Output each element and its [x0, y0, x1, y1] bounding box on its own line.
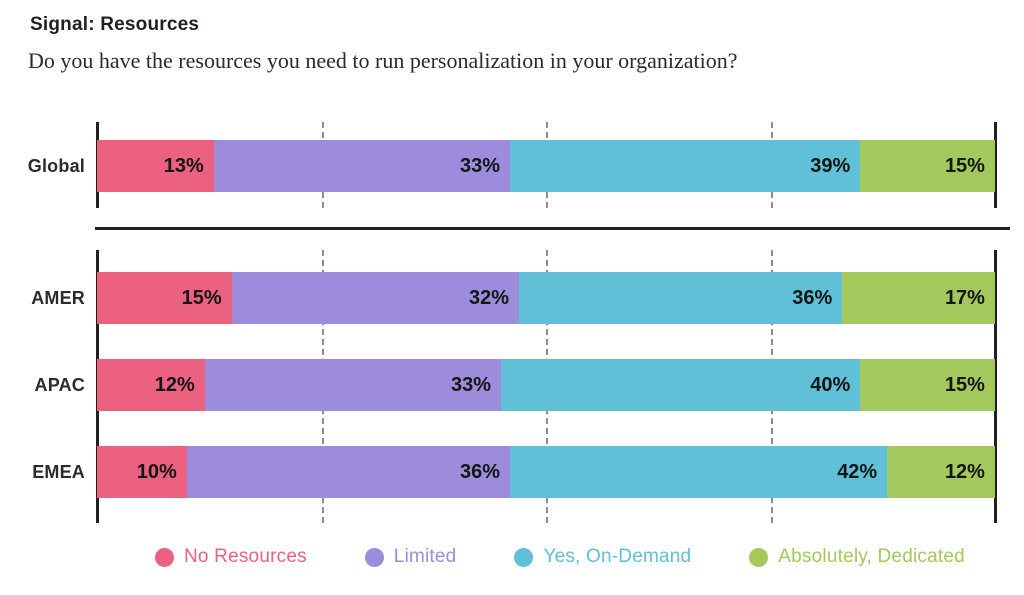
legend-label-absolutely-dedicated: Absolutely, Dedicated	[778, 546, 965, 567]
bar-track-emea: 10% 36% 42% 12%	[97, 446, 995, 498]
segment-value-label: 33%	[451, 373, 492, 396]
legend-item-no-resources: No Resources	[155, 546, 307, 568]
bar-row-amer: AMER 15% 32% 36% 17%	[0, 272, 1010, 324]
legend-item-limited: Limited	[364, 546, 457, 568]
segment-value-label: 13%	[163, 154, 204, 177]
legend-swatch-icon	[364, 547, 384, 567]
regions-section: AMER 15% 32% 36% 17% APAC 12% 33% 40% 15% EMEA 10% 3…	[0, 250, 1010, 523]
segment-value-label: 15%	[181, 286, 222, 309]
bar-segment-absolutely-dedicated: 15%	[860, 140, 995, 192]
bar-segment-no-resources: 12%	[97, 359, 205, 411]
bar-segment-limited: 33%	[213, 140, 511, 192]
chart-subtitle: Do you have the resources you need to ru…	[28, 48, 738, 73]
category-label-apac: APAC	[34, 374, 85, 395]
segment-value-label: 15%	[944, 154, 985, 177]
bar-segment-yes-on-demand: 40%	[501, 359, 861, 411]
global-section: Global 13% 33% 39% 15%	[0, 122, 1010, 208]
bar-row-apac: APAC 12% 33% 40% 15%	[0, 359, 1010, 411]
stacked-bar-chart: Global 13% 33% 39% 15% AMER 15% 32% 36% 17% APAC 1…	[0, 122, 1010, 582]
y-axis-line-right	[994, 122, 997, 208]
segment-value-label: 10%	[136, 460, 177, 483]
bar-segment-no-resources: 13%	[97, 140, 214, 192]
segment-value-label: 32%	[469, 286, 510, 309]
bar-segment-limited: 36%	[186, 446, 511, 498]
bar-segment-yes-on-demand: 36%	[519, 272, 843, 324]
segment-value-label: 42%	[837, 460, 878, 483]
bar-segment-yes-on-demand: 39%	[510, 140, 861, 192]
bar-track-global: 13% 33% 39% 15%	[97, 140, 995, 192]
bar-segment-absolutely-dedicated: 17%	[842, 272, 995, 324]
category-label-emea: EMEA	[32, 461, 85, 482]
segment-value-label: 36%	[792, 286, 833, 309]
segment-value-label: 40%	[810, 373, 851, 396]
segment-value-label: 12%	[154, 373, 195, 396]
segment-value-label: 12%	[944, 460, 985, 483]
bar-row-global: Global 13% 33% 39% 15%	[0, 140, 1010, 192]
segment-value-label: 36%	[460, 460, 501, 483]
chart-legend: No Resources Limited Yes, On-Demand Absolut…	[155, 546, 965, 568]
y-axis-line-right	[994, 250, 997, 523]
bar-segment-absolutely-dedicated: 12%	[887, 446, 995, 498]
segment-value-label: 39%	[810, 154, 851, 177]
section-separator	[95, 227, 1010, 230]
legend-swatch-icon	[155, 547, 174, 567]
legend-item-absolutely-dedicated: Absolutely, Dedicated	[749, 546, 965, 568]
bar-segment-no-resources: 15%	[97, 272, 232, 324]
bar-segment-absolutely-dedicated: 15%	[860, 359, 995, 411]
bar-segment-yes-on-demand: 42%	[510, 446, 888, 498]
bar-track-amer: 15% 32% 36% 17%	[97, 272, 995, 324]
chart-title: Signal: Resources	[30, 14, 200, 35]
category-label-amer: AMER	[31, 287, 85, 308]
legend-item-yes-on-demand: Yes, On-Demand	[514, 546, 691, 568]
category-label-global: Global	[27, 155, 85, 176]
legend-swatch-icon	[514, 547, 534, 567]
bar-row-emea: EMEA 10% 36% 42% 12%	[0, 446, 1010, 498]
legend-label-limited: Limited	[393, 546, 457, 567]
segment-value-label: 33%	[460, 154, 501, 177]
bar-segment-no-resources: 10%	[97, 446, 187, 498]
legend-swatch-icon	[749, 547, 769, 567]
bar-track-apac: 12% 33% 40% 15%	[97, 359, 995, 411]
legend-label-yes-on-demand: Yes, On-Demand	[543, 546, 692, 567]
legend-label-no-resources: No Resources	[184, 546, 307, 567]
bar-segment-limited: 32%	[231, 272, 520, 324]
segment-value-label: 15%	[944, 373, 985, 396]
segment-value-label: 17%	[944, 286, 985, 309]
bar-segment-limited: 33%	[204, 359, 502, 411]
